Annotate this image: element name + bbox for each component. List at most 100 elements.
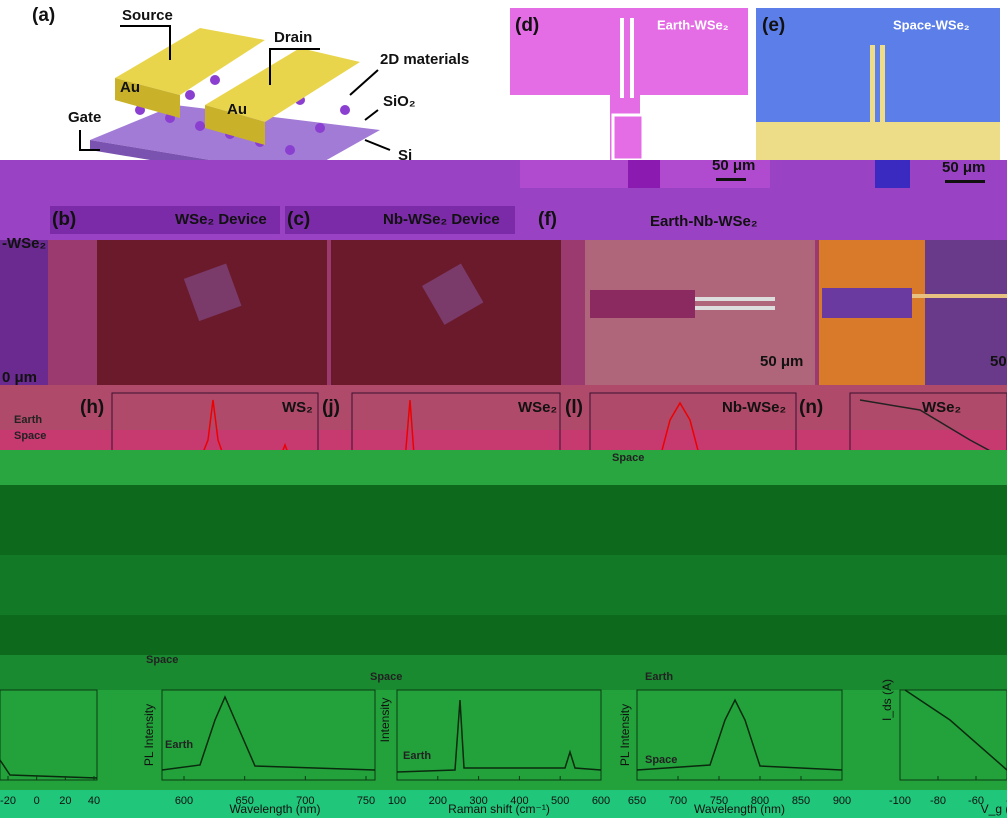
panel-title: Earth-Nb-WSe₂ — [650, 213, 758, 230]
scale-bar: 0 μm — [2, 369, 37, 386]
band — [0, 690, 1007, 790]
panel-title: WSe₂ — [922, 399, 961, 416]
channel — [912, 294, 1007, 298]
label-si: Si — [398, 147, 412, 164]
y-axis-label: PL Intensity — [618, 704, 632, 766]
x-tick-label: 500 — [551, 795, 569, 807]
x-tick-label: -100 — [889, 795, 911, 807]
x-tick-label: 700 — [296, 795, 314, 807]
electrode — [756, 122, 1000, 160]
panel-label: (a) — [32, 5, 55, 26]
label-au: Au — [227, 101, 247, 118]
electrode — [822, 288, 912, 318]
x-tick-label: 900 — [833, 795, 851, 807]
scale-bar: 50 μm — [712, 157, 755, 174]
label-materials: 2D materials — [380, 51, 469, 68]
x-axis-label: V_g ( — [981, 802, 1007, 816]
electrode — [590, 290, 695, 318]
y-axis-label: Intensity — [378, 698, 392, 743]
band — [0, 790, 1007, 818]
label-sio2: SiO₂ — [383, 93, 416, 110]
panel-title: Nb-WSe₂ — [722, 399, 786, 416]
series-label: Space — [370, 671, 402, 683]
image-title: Earth-WSe₂ — [657, 17, 729, 32]
series-label: Earth — [403, 750, 431, 762]
scale-bar: 50 — [990, 353, 1007, 370]
panel-label: (j) — [322, 397, 340, 418]
spectrum — [0, 689, 1007, 779]
panel-title: WSe₂ — [518, 399, 557, 416]
plot-frames — [0, 689, 1007, 781]
series-label: Space — [612, 452, 644, 464]
flake — [183, 263, 242, 322]
legend-entry: Space — [14, 430, 46, 442]
x-axis-label: Wavelength (nm) — [694, 802, 785, 816]
scale-bar: 50 μm — [942, 159, 985, 176]
panel-label: (n) — [799, 397, 823, 418]
label-gate: Gate — [68, 109, 101, 126]
electrode — [611, 113, 645, 162]
channel — [630, 18, 634, 98]
scale-bar: 50 μm — [760, 353, 803, 370]
x-tick-label: 200 — [429, 795, 447, 807]
label-drain: Drain — [274, 29, 312, 46]
x-tick-label: -80 — [930, 795, 946, 807]
x-tick-label: 750 — [357, 795, 375, 807]
x-tick-label: 700 — [669, 795, 687, 807]
panel-title: Nb-WSe₂ Device — [383, 211, 500, 228]
band — [628, 160, 660, 188]
source-electrode — [115, 28, 265, 95]
x-tick-label: 20 — [59, 795, 71, 807]
panel-label: (f) — [538, 209, 557, 230]
drain-side — [205, 105, 265, 145]
source-side — [115, 78, 180, 118]
legend-entry: Earth — [14, 414, 42, 426]
panel-label: (l) — [565, 397, 583, 418]
panel-label: (d) — [515, 15, 539, 36]
panel-title: WSe₂ Device — [175, 211, 267, 228]
panel-title: WS₂ — [282, 399, 313, 416]
panel-label: (h) — [80, 397, 104, 418]
band — [285, 206, 515, 234]
x-tick-label: 0 — [34, 795, 40, 807]
x-tick-label: 800 — [751, 795, 769, 807]
x-tick-label: 100 — [388, 795, 406, 807]
x-tick-label: 400 — [510, 795, 528, 807]
x-tick-label: -20 — [0, 795, 16, 807]
band — [50, 206, 280, 234]
channel — [695, 297, 775, 301]
scale-line — [716, 178, 746, 181]
label-source: Source — [122, 7, 173, 24]
band — [0, 450, 1007, 485]
label-au: Au — [120, 79, 140, 96]
channel — [880, 45, 885, 125]
panel-label: (c) — [287, 209, 310, 230]
x-tick-label: 850 — [792, 795, 810, 807]
series-label: Space — [645, 754, 677, 766]
y-axis-label: PL Intensity — [142, 704, 156, 766]
image-title: Space-WSe₂ — [893, 17, 970, 32]
arrows — [79, 25, 391, 151]
electrode — [640, 95, 748, 160]
x-tick-label: 600 — [592, 795, 610, 807]
flake — [421, 263, 484, 325]
electrode — [510, 95, 610, 160]
micrograph — [925, 240, 1007, 385]
x-tick-label: 300 — [469, 795, 487, 807]
x-tick-label: 650 — [628, 795, 646, 807]
series-label: Earth — [165, 739, 193, 751]
x-tick-label: -60 — [968, 795, 984, 807]
series-label: Earth — [645, 671, 673, 683]
x-tick-label: 750 — [710, 795, 728, 807]
x-tick-label: 40 — [88, 795, 100, 807]
x-tick-label: 600 — [175, 795, 193, 807]
drain-electrode — [205, 48, 360, 122]
channel — [870, 45, 875, 125]
channel — [620, 18, 624, 98]
band — [0, 655, 1007, 690]
panel-label: (b) — [52, 209, 76, 230]
band — [875, 160, 910, 188]
